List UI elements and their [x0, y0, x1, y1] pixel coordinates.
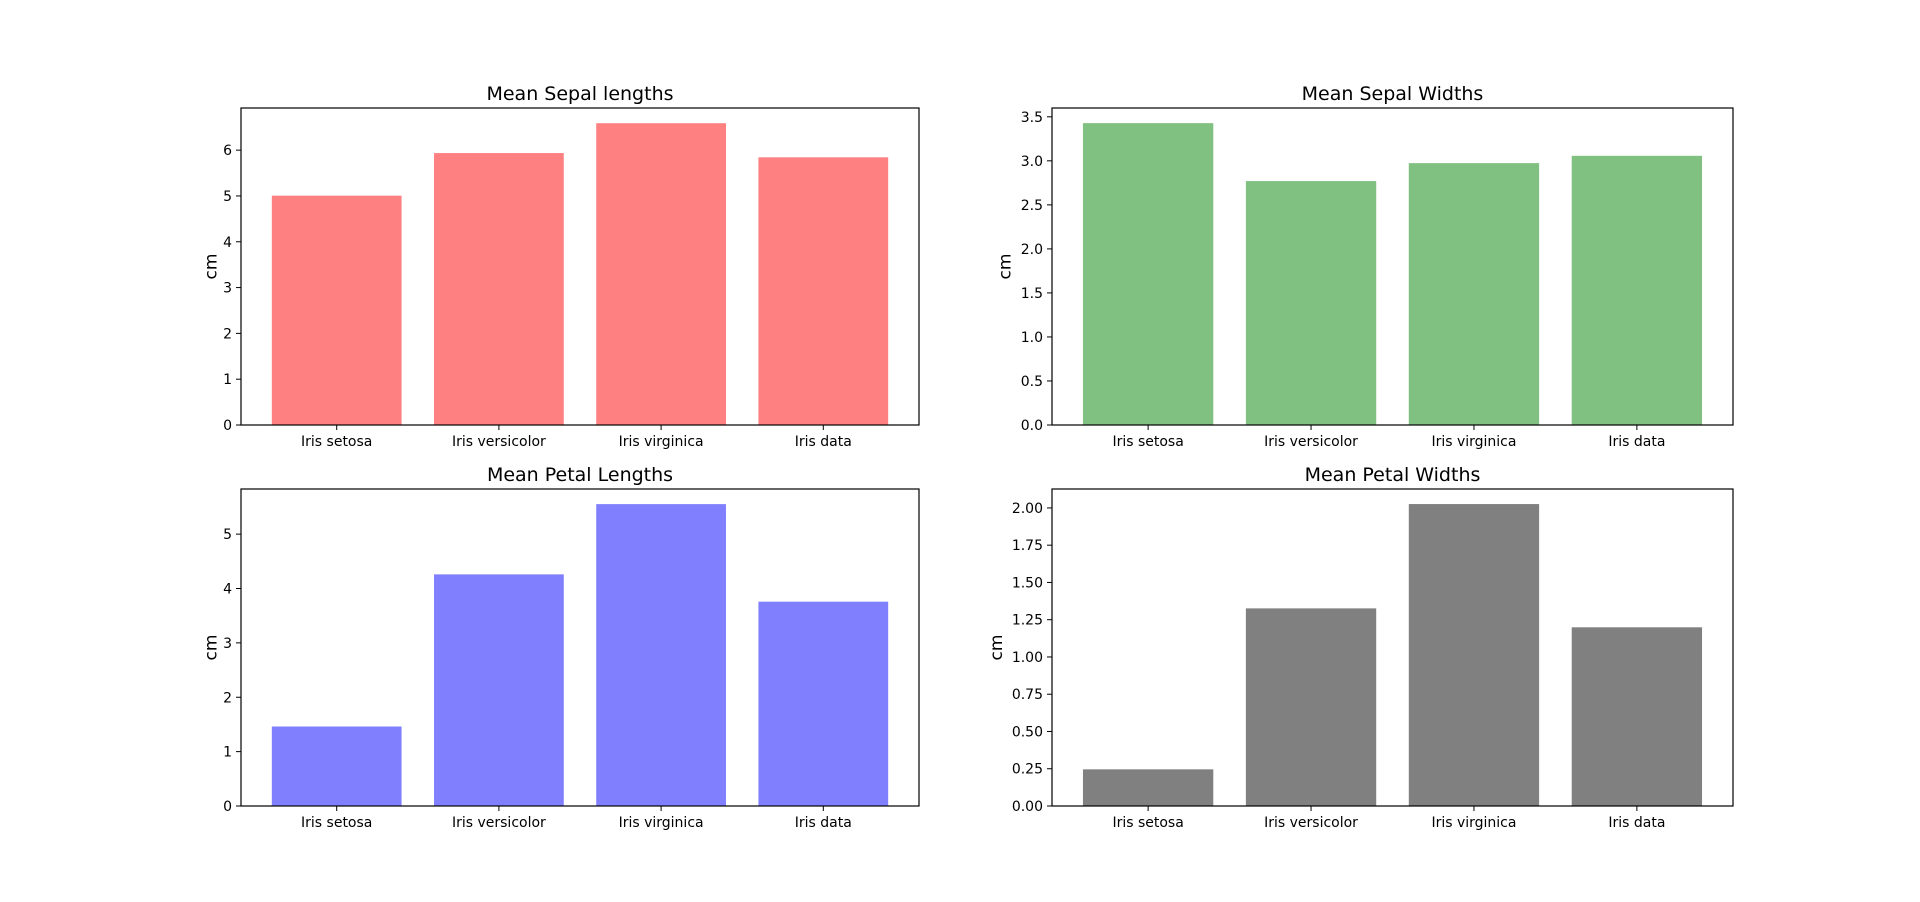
- x-tick-label: Iris data: [795, 434, 852, 450]
- x-tick-label: Iris setosa: [1112, 815, 1183, 831]
- bar-2: [1408, 504, 1540, 806]
- x-tick-label: Iris virginica: [1431, 434, 1516, 450]
- axes-frame: [240, 107, 920, 426]
- axes-frame: [1051, 107, 1734, 426]
- y-axis-label: cm: [987, 635, 1007, 661]
- y-tick-label: 2: [223, 690, 232, 706]
- y-tick-label: 2: [223, 326, 232, 342]
- y-tick-label: 2.0: [1021, 242, 1043, 258]
- y-tick-label: 0.5: [1021, 374, 1043, 390]
- y-tick-label: 1.00: [1012, 650, 1043, 666]
- chart-title: Mean Sepal Widths: [1302, 83, 1484, 105]
- chart-title: Mean Petal Lengths: [487, 464, 673, 486]
- x-tick-label: Iris data: [1608, 434, 1665, 450]
- x-tick-label: Iris setosa: [301, 434, 372, 450]
- y-axis-label: cm: [996, 254, 1016, 280]
- bar-1: [1245, 608, 1377, 806]
- y-tick-label: 1.5: [1021, 286, 1043, 302]
- y-tick-label: 1: [223, 372, 232, 388]
- y-tick-label: 0.25: [1012, 762, 1043, 778]
- y-tick-label: 4: [223, 235, 232, 251]
- x-tick-label: Iris setosa: [1112, 434, 1183, 450]
- bar-0: [271, 726, 402, 806]
- y-tick-label: 0.00: [1012, 799, 1043, 815]
- x-tick-label: Iris versicolor: [1264, 434, 1358, 450]
- x-tick-label: Iris virginica: [619, 434, 704, 450]
- bar-1: [434, 574, 564, 806]
- chart-panel-3: 0.00 0.25 0.50 0.75 1.00 1.25 1.50 1.75 2.00 Iris…: [987, 464, 1734, 831]
- bar-0: [1082, 769, 1214, 806]
- bar-2: [596, 504, 726, 806]
- y-tick-label: 0.0: [1021, 418, 1043, 434]
- y-tick-label: 3: [223, 281, 232, 297]
- x-tick-label: Iris data: [795, 815, 852, 831]
- x-tick-label: Iris virginica: [619, 815, 704, 831]
- y-tick-label: 1: [223, 745, 232, 761]
- bar-2: [596, 123, 726, 425]
- y-tick-label: 2.00: [1012, 501, 1043, 517]
- x-tick-label: Iris virginica: [1431, 815, 1516, 831]
- y-tick-label: 0: [223, 799, 232, 815]
- bar-2: [1408, 163, 1540, 425]
- bar-1: [434, 153, 564, 425]
- axes-frame: [1051, 488, 1734, 807]
- y-tick-label: 3.0: [1021, 154, 1043, 170]
- chart-panel-2: 0 1 2 3 4 5 Iris setosa Iris versicolor Iris vir…: [202, 464, 920, 831]
- x-tick-label: Iris data: [1608, 815, 1665, 831]
- chart-title: Mean Sepal lengths: [486, 83, 673, 105]
- bar-3: [1571, 627, 1703, 806]
- y-tick-label: 1.25: [1012, 613, 1043, 629]
- chart-panel-0: 0 1 2 3 4 5 6 Iris setosa Iris versicolor Iris vi…: [202, 83, 920, 450]
- y-axis-label: cm: [202, 635, 222, 661]
- y-tick-label: 1.75: [1012, 538, 1043, 554]
- bar-3: [758, 157, 889, 426]
- y-tick-label: 2.5: [1021, 198, 1043, 214]
- x-tick-label: Iris versicolor: [1264, 815, 1358, 831]
- y-tick-label: 1.50: [1012, 575, 1043, 591]
- y-tick-label: 5: [223, 527, 232, 543]
- y-tick-label: 1.0: [1021, 330, 1043, 346]
- y-tick-label: 6: [223, 143, 232, 159]
- bar-3: [758, 601, 889, 806]
- y-tick-label: 3: [223, 636, 232, 652]
- x-tick-label: Iris versicolor: [452, 434, 546, 450]
- bar-0: [271, 195, 402, 425]
- x-tick-label: Iris versicolor: [452, 815, 546, 831]
- y-tick-label: 3.5: [1021, 110, 1043, 126]
- y-tick-label: 0: [223, 418, 232, 434]
- bar-0: [1082, 123, 1214, 425]
- y-tick-label: 0.50: [1012, 724, 1043, 740]
- axes-frame: [240, 488, 920, 807]
- chart-title: Mean Petal Widths: [1305, 464, 1481, 486]
- bar-3: [1571, 155, 1703, 426]
- y-tick-label: 5: [223, 189, 232, 205]
- chart-panel-1: 0.0 0.5 1.0 1.5 2.0 2.5 3.0 3.5 Iris setosa Iris …: [996, 83, 1734, 450]
- y-tick-label: 0.75: [1012, 687, 1043, 703]
- x-tick-label: Iris setosa: [301, 815, 372, 831]
- y-tick-label: 4: [223, 582, 232, 598]
- bar-1: [1245, 181, 1377, 425]
- y-axis-label: cm: [202, 254, 222, 280]
